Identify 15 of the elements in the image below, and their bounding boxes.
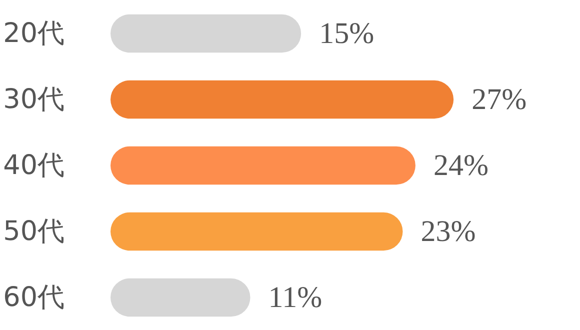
- data-label: 15%: [319, 17, 374, 50]
- y-tick-label: 50代: [3, 216, 65, 247]
- y-tick-label: 30代: [3, 84, 65, 115]
- bar: [110, 146, 416, 185]
- bar: [110, 80, 454, 119]
- bar: [110, 278, 250, 317]
- data-label: 23%: [420, 215, 476, 248]
- bar: [110, 212, 403, 251]
- y-tick-label: 60代: [3, 282, 65, 313]
- data-label: 24%: [433, 149, 488, 182]
- y-tick-label: 40代: [3, 150, 65, 181]
- data-label: 27%: [472, 83, 527, 116]
- data-label: 11%: [268, 281, 322, 314]
- y-tick-label: 20代: [3, 18, 65, 49]
- bar: [110, 14, 302, 53]
